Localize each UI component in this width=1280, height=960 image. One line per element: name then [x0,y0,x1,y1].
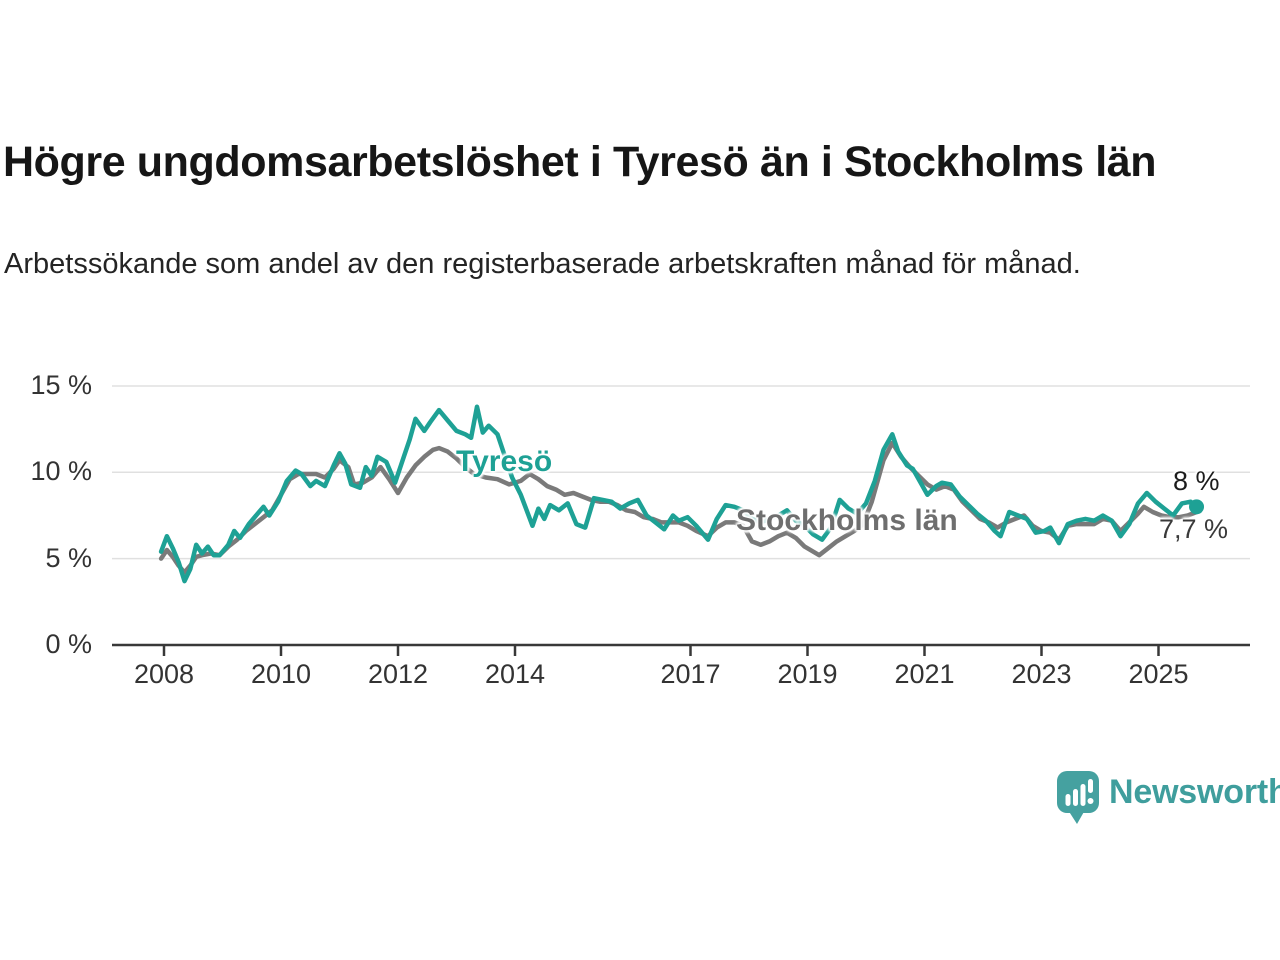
y-axis-label-5: 5 % [45,542,92,573]
series-label-tyreso: Tyresö [456,445,553,478]
page-title: Högre ungdomsarbetslöshet i Tyresö än i … [3,138,1157,186]
end-value-label-stockholms-lan: 7,7 % [1159,514,1229,544]
y-axis-label-10: 10 % [30,456,92,487]
x-axis-label-2025: 2025 [1128,659,1189,689]
end-value-label-tyreso: 8 % [1173,466,1220,496]
newsworthy-logo-text: Newsworthy [1109,773,1280,811]
newsworthy-speech-bubble-chart-icon [1057,771,1099,824]
x-axis-label-2014: 2014 [484,659,546,689]
page-subtitle: Arbetssökande som andel av den registerb… [4,248,1081,280]
end-dot-tyreso [1189,499,1205,515]
newsworthy-logo: Newsworthy [1056,770,1280,825]
series-label-stockholms-lan: Stockholms län [736,504,958,537]
x-axis-label-2010: 2010 [250,659,312,689]
y-axis-label-0: 0 % [45,629,92,659]
x-axis-label-2023: 2023 [1011,659,1072,689]
x-axis-label-2019: 2019 [777,659,838,689]
x-axis-label-2012: 2012 [367,659,429,689]
line-tyres- [158,404,1199,584]
x-axis-label-2017: 2017 [660,659,721,689]
x-axis-label-2021: 2021 [894,659,955,689]
line-stockholms-l-n [158,440,1199,575]
x-axis-label-2008: 2008 [133,659,195,689]
y-axis-label-15: 15 % [30,369,92,400]
